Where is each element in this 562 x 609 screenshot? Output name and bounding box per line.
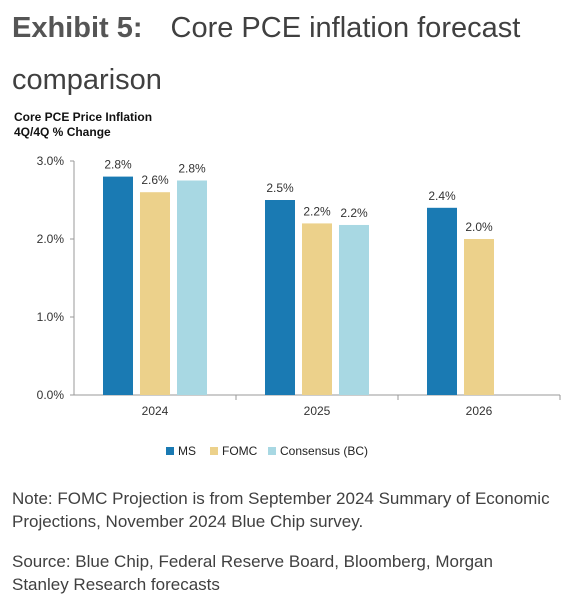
data-label: 2.6% xyxy=(141,173,169,187)
chart-subtitle: 4Q/4Q % Change xyxy=(14,125,111,139)
bar xyxy=(339,224,369,395)
bar xyxy=(103,176,133,395)
y-tick-label: 0.0% xyxy=(37,388,65,402)
legend-label: Consensus (BC) xyxy=(280,444,368,458)
bar xyxy=(302,223,332,395)
bar xyxy=(140,192,170,395)
chart-source: Source: Blue Chip, Federal Reserve Board… xyxy=(12,552,493,594)
y-tick-label: 3.0% xyxy=(37,154,65,168)
bar xyxy=(427,207,457,395)
x-tick-label: 2025 xyxy=(304,404,331,418)
x-tick-label: 2024 xyxy=(142,404,169,418)
x-tick-label: 2026 xyxy=(466,404,493,418)
data-label: 2.2% xyxy=(303,204,331,218)
chart-title: Core PCE Price Inflation xyxy=(14,110,153,124)
data-label: 2.0% xyxy=(465,220,493,234)
bar-chart: 0.0% 1.0% 2.0% 3.0% 2.8% 2.6% 2.8% 2024 2.5% 2.2%… xyxy=(37,154,561,458)
data-label: 2.5% xyxy=(266,181,294,195)
chart-title-block: Core PCE Price Inflation 4Q/4Q % Change xyxy=(14,110,152,140)
exhibit-heading: Core PCE inflation forecast comparison xyxy=(12,12,521,96)
data-label: 2.8% xyxy=(104,158,132,172)
data-label: 2.2% xyxy=(340,206,368,220)
legend-swatch xyxy=(210,447,218,455)
data-label: 2.8% xyxy=(178,162,206,176)
chart-note: Note: FOMC Projection is from September … xyxy=(12,489,550,531)
legend-label: FOMC xyxy=(222,444,258,458)
data-label: 2.4% xyxy=(428,189,456,203)
bar xyxy=(177,180,207,395)
legend-swatch xyxy=(268,447,276,455)
y-tick-label: 2.0% xyxy=(37,232,65,246)
exhibit-title: Exhibit 5: Core PCE inflation forecast co… xyxy=(12,2,557,106)
legend-swatch xyxy=(166,447,174,455)
exhibit-label: Exhibit 5: xyxy=(12,12,143,44)
bar xyxy=(265,200,295,395)
y-tick-label: 1.0% xyxy=(37,310,65,324)
legend-label: MS xyxy=(178,444,196,458)
bar xyxy=(464,239,494,395)
